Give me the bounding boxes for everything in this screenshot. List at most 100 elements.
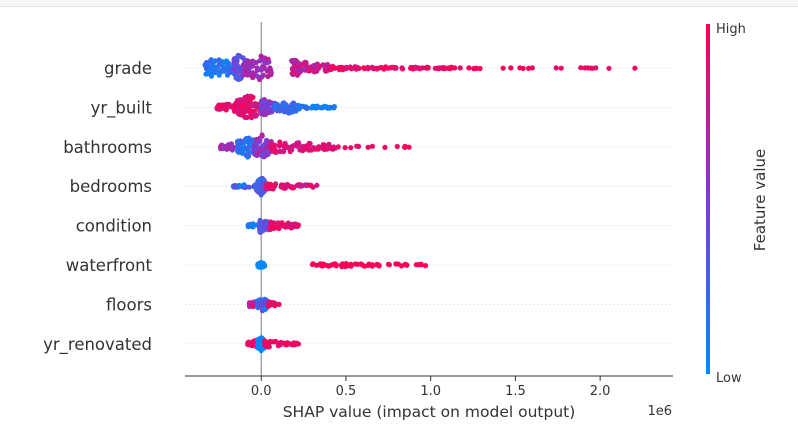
shap-point	[244, 99, 251, 105]
shap-point	[237, 183, 243, 189]
shap-point	[282, 143, 288, 150]
shap-point	[335, 144, 341, 150]
shap-point	[228, 143, 234, 149]
shap-point	[252, 146, 258, 152]
shap-point	[279, 107, 285, 113]
shap-point	[231, 66, 237, 72]
shap-point	[261, 299, 267, 305]
feature-label: grade	[104, 59, 152, 78]
shap-point	[382, 144, 388, 150]
shap-point	[273, 106, 279, 112]
x-axis-ticks: 0.0 0.5 1.0 1.5 2.0	[251, 376, 610, 399]
shap-point	[261, 65, 267, 71]
shap-point	[233, 56, 239, 62]
shap-point	[216, 61, 222, 67]
shap-point	[240, 112, 246, 118]
shap-point	[632, 65, 638, 71]
shap-point	[265, 56, 271, 62]
shap-point	[343, 66, 349, 72]
shap-point	[289, 144, 295, 150]
feature-labels: grade yr_built bathrooms bedrooms condition w…	[43, 59, 152, 355]
shap-point	[285, 220, 291, 226]
x-tick-label: 1.0	[420, 384, 441, 399]
colorbar	[706, 24, 710, 374]
feature-label: floors	[106, 295, 152, 314]
shap-point	[242, 67, 248, 73]
shap-point	[269, 299, 275, 305]
shap-point	[241, 62, 247, 68]
shap-point	[365, 144, 371, 150]
cell-top-border	[0, 0, 798, 7]
shap-point	[342, 263, 349, 270]
shap-point	[387, 65, 393, 71]
shap-point	[208, 73, 215, 79]
shap-point	[248, 108, 254, 114]
shap-point	[264, 181, 270, 187]
shap-point	[265, 105, 272, 112]
shap-point	[277, 139, 283, 145]
shap-point	[246, 59, 252, 65]
shap-point	[266, 303, 272, 309]
shap-point	[276, 143, 282, 149]
feature-label: condition	[76, 217, 152, 236]
shap-point	[289, 185, 295, 191]
shap-point	[271, 339, 278, 345]
shap-point	[259, 143, 265, 149]
shap-point	[309, 67, 315, 73]
shap-point	[264, 101, 270, 107]
shap-point	[256, 264, 262, 270]
shap-point	[369, 64, 375, 70]
shap-point	[361, 65, 367, 71]
shap-point	[333, 262, 339, 268]
shap-point	[244, 114, 250, 121]
shap-point	[315, 104, 321, 110]
shap-point	[394, 143, 400, 150]
shap-point	[295, 71, 301, 77]
colorbar-low-label: Low	[716, 371, 742, 386]
shap-point	[250, 74, 256, 81]
shap-point	[358, 261, 364, 267]
shap-point	[226, 62, 232, 68]
shap-point	[235, 69, 241, 75]
shap-point	[425, 65, 431, 71]
shap-point	[298, 183, 304, 189]
shap-point	[399, 263, 405, 269]
shap-point	[314, 68, 320, 74]
x-tick-label: 1.5	[505, 384, 526, 399]
shap-point	[329, 145, 335, 151]
shap-point	[277, 148, 283, 155]
shap-point	[553, 65, 559, 71]
shap-point	[402, 143, 408, 149]
shap-point	[246, 184, 252, 190]
shap-point	[352, 261, 358, 267]
shap-point	[466, 65, 472, 71]
shap-point	[307, 182, 313, 188]
shap-point	[314, 262, 320, 268]
shap-point	[291, 223, 297, 229]
shap-point	[245, 222, 251, 228]
x-tick-label: 0.0	[251, 384, 272, 399]
shap-point	[365, 64, 371, 70]
shap-point	[248, 115, 254, 121]
shap-point	[213, 64, 219, 70]
shap-point	[500, 65, 506, 71]
shap-point	[281, 185, 287, 191]
shap-point	[283, 109, 289, 115]
shap-point	[338, 64, 344, 71]
shap-point	[254, 73, 260, 79]
shap-point	[206, 69, 212, 75]
shap-point	[381, 66, 387, 72]
shap-point	[301, 61, 307, 67]
feature-label: bedrooms	[70, 177, 152, 196]
shap-point	[301, 66, 307, 72]
shap-point	[294, 340, 300, 346]
shap-point	[406, 144, 412, 150]
shap-point	[292, 64, 298, 70]
shap-point	[310, 145, 317, 151]
shap-point	[422, 263, 429, 269]
shap-point	[374, 66, 380, 72]
shap-point	[253, 136, 260, 143]
shap-point	[208, 64, 214, 70]
feature-label: bathrooms	[63, 138, 152, 157]
